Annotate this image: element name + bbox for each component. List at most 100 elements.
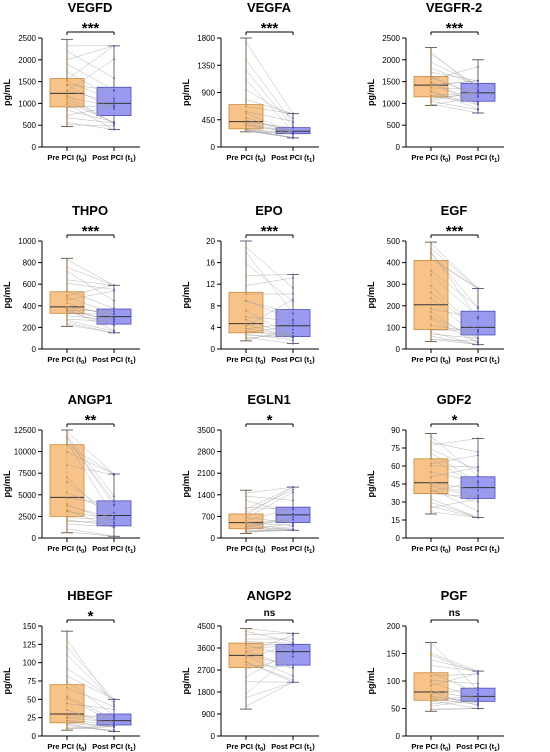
subject-line — [66, 290, 115, 309]
pre-point — [430, 103, 432, 105]
pre-point — [245, 331, 247, 334]
x-tick-label: Post PCI (t1) — [92, 742, 136, 752]
pre-point — [245, 516, 247, 519]
pre-point — [430, 664, 432, 667]
subject-line — [430, 311, 479, 343]
subject-line — [245, 124, 294, 134]
pre-point — [66, 123, 68, 126]
subject-line — [66, 523, 115, 528]
pre-point — [245, 262, 247, 265]
pre-point — [245, 660, 247, 663]
pre-point — [430, 487, 432, 490]
y-tick-label: 0 — [396, 345, 401, 354]
subject-line — [430, 502, 479, 518]
y-tick-label: 700 — [202, 512, 216, 521]
post-point — [477, 341, 479, 344]
pre-point — [245, 293, 247, 296]
post-point — [477, 337, 479, 340]
pre-point — [66, 289, 68, 292]
post-point — [477, 329, 479, 332]
post-point — [477, 102, 479, 104]
pre-point — [245, 644, 247, 646]
subject-line — [245, 526, 294, 531]
pre-point — [430, 444, 432, 447]
post-point — [292, 339, 294, 342]
pre-point — [66, 516, 68, 519]
subject-line — [66, 311, 115, 320]
pre-point — [430, 693, 432, 696]
pre-point — [66, 79, 68, 82]
post-point — [477, 686, 479, 689]
pre-point — [66, 430, 68, 433]
post-point — [113, 108, 115, 110]
post-point — [292, 632, 294, 635]
subject-line — [66, 122, 115, 130]
post-point — [477, 287, 479, 290]
pre-point — [245, 110, 247, 113]
pre-point — [430, 269, 432, 272]
pre-point — [245, 116, 247, 119]
x-tick-label: Pre PCI (t0) — [226, 355, 266, 366]
pre-point — [66, 497, 68, 499]
pre-point — [66, 726, 68, 729]
pre-point — [430, 250, 432, 253]
pre-point — [430, 329, 432, 332]
pre-point — [66, 50, 68, 52]
panel-title: ANGP2 — [247, 588, 292, 603]
pre-point — [66, 258, 68, 261]
subject-line — [430, 672, 479, 686]
subject-line — [430, 81, 479, 104]
post-point — [113, 290, 115, 292]
pre-point — [245, 58, 247, 61]
subject-line — [430, 695, 479, 704]
subject-line — [66, 85, 115, 110]
y-tick-label: 150 — [23, 622, 37, 631]
subject-line — [245, 655, 294, 677]
pre-point — [430, 307, 432, 310]
y-tick-label: 75 — [27, 677, 36, 686]
subject-line — [430, 493, 479, 498]
subject-line — [245, 300, 294, 320]
subject-line — [430, 87, 479, 90]
pre-point — [66, 491, 68, 494]
subject-line — [66, 442, 115, 518]
post-point — [113, 705, 115, 708]
pre-point — [245, 651, 247, 654]
subject-line — [66, 451, 115, 475]
panel-pgf: PGF ns 0 50 100 150 200 pg/mL Pre PCI (t0) Post P… — [366, 588, 504, 752]
subject-line — [66, 50, 115, 79]
post-point — [113, 729, 115, 732]
post-point — [292, 486, 294, 488]
post-point — [477, 469, 479, 472]
pre-point — [66, 322, 68, 324]
y-tick-label: 1000 — [18, 99, 36, 108]
pre-point — [66, 302, 68, 304]
y-tick-label: 1800 — [197, 34, 215, 43]
pre-point — [430, 94, 432, 97]
subject-line — [66, 481, 115, 517]
x-tick-label: Post PCI (t1) — [456, 544, 500, 555]
pre-point — [430, 242, 432, 245]
subject-line — [245, 123, 294, 133]
x-tick-label: Post PCI (t1) — [271, 544, 315, 555]
subject-line — [66, 531, 115, 537]
subject-line — [66, 109, 115, 123]
pre-point — [245, 654, 247, 657]
post-point — [477, 454, 479, 457]
subject-line — [245, 79, 294, 132]
subject-line — [66, 270, 115, 302]
post-point — [292, 644, 294, 647]
subject-line — [245, 682, 294, 698]
y-axis-label: pg/mL — [181, 281, 191, 308]
pre-point — [245, 638, 247, 640]
y-tick-label: 900 — [202, 89, 216, 98]
x-tick-label: Post PCI (t1) — [92, 355, 136, 366]
pre-point — [430, 53, 432, 55]
subject-line — [430, 642, 479, 691]
post-point — [477, 494, 479, 497]
post-point — [477, 484, 479, 487]
post-point — [292, 273, 294, 276]
subject-line — [66, 703, 115, 710]
subject-line — [430, 659, 479, 672]
